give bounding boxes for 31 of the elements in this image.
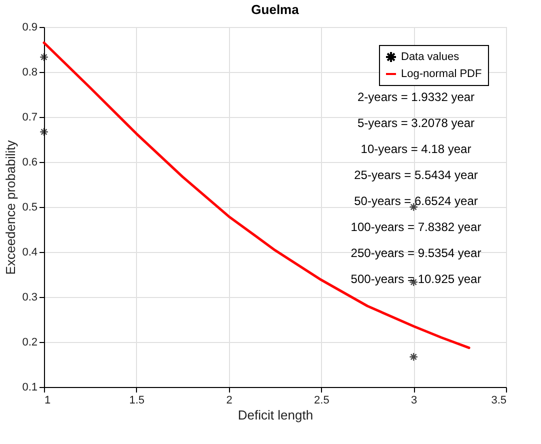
annotation: 100-years = 7.8382 year bbox=[350, 220, 482, 234]
y-tick-label: 0.9 bbox=[22, 22, 38, 34]
x-tick-label: 2 bbox=[226, 394, 232, 406]
x-axis-title: Deficit length bbox=[238, 408, 314, 422]
y-tick-label: 0.3 bbox=[22, 292, 38, 304]
annotation: 25-years = 5.5434 year bbox=[354, 168, 478, 182]
x-tick-label: 3 bbox=[411, 394, 418, 406]
chart-title: Guelma bbox=[251, 2, 300, 17]
annotation: 50-years = 6.6524 year bbox=[354, 194, 478, 208]
annotation: 5-years = 3.2078 year bbox=[357, 116, 475, 130]
annotation: 10-years = 4.18 year bbox=[360, 142, 472, 156]
x-tick-label: 2.5 bbox=[314, 394, 330, 406]
legend-label: Log-normal PDF bbox=[401, 68, 482, 80]
y-tick-label: 0.2 bbox=[22, 336, 38, 348]
y-tick-label: 0.4 bbox=[22, 246, 38, 258]
annotation: 250-years = 9.5354 year bbox=[350, 246, 482, 260]
y-tick-label: 0.8 bbox=[22, 66, 38, 78]
legend-label: Data values bbox=[401, 51, 460, 63]
point bbox=[409, 352, 418, 362]
annotation: 500-years = 10.925 year bbox=[350, 272, 482, 286]
x-tick-label: 3.5 bbox=[491, 394, 506, 406]
point bbox=[40, 52, 48, 62]
y-axis-title: Exceedence probability bbox=[3, 140, 18, 275]
y-tick-label: 0.7 bbox=[22, 112, 38, 124]
y-tick-label: 0.1 bbox=[22, 382, 38, 394]
y-tick-label: 0.5 bbox=[22, 202, 38, 214]
point bbox=[40, 127, 48, 136]
annotation: 2-years = 1.9332 year bbox=[357, 90, 475, 104]
x-tick-label: 1.5 bbox=[129, 394, 145, 406]
x-tick-label: 1 bbox=[44, 394, 51, 406]
y-tick-label: 0.6 bbox=[22, 156, 38, 168]
